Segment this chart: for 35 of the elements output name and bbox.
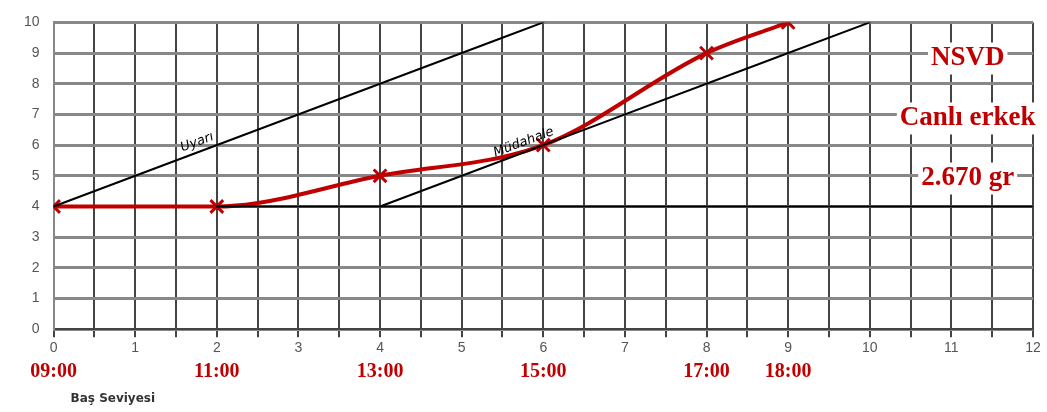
y-tick-label: 10 bbox=[23, 13, 40, 30]
x2-tick-label: 15:00 bbox=[519, 359, 567, 382]
x-tick-label: 10 bbox=[861, 339, 878, 356]
x2-tick-label: 11:00 bbox=[194, 359, 240, 382]
x2-tick-label: 09:00 bbox=[30, 359, 77, 382]
y-tick-label: 2 bbox=[31, 258, 40, 275]
annotation: 2.670 gr bbox=[921, 160, 1015, 191]
y-tick-label: 5 bbox=[31, 166, 40, 183]
y-tick-label: 1 bbox=[31, 289, 40, 306]
x-axis-title: Baş Seviyesi bbox=[70, 391, 156, 406]
y-tick-label: 9 bbox=[31, 43, 40, 60]
x-tick-label: 12 bbox=[1025, 339, 1041, 356]
x-tick-label: 1 bbox=[131, 339, 140, 356]
y-tick-label: 3 bbox=[31, 228, 40, 245]
text: Uyarı bbox=[178, 128, 216, 155]
y-tick-label: 6 bbox=[31, 135, 40, 152]
x-tick-label: 7 bbox=[621, 339, 630, 356]
x2-tick-label: 18:00 bbox=[764, 359, 812, 382]
x2-tick-label: 17:00 bbox=[683, 359, 730, 382]
y-tick-label: 0 bbox=[31, 320, 40, 337]
x-tick-label: 8 bbox=[702, 339, 711, 356]
y-tick-label: 7 bbox=[31, 105, 40, 122]
x-tick-label: 0 bbox=[49, 339, 58, 356]
y-tick-label: 4 bbox=[31, 197, 40, 214]
x-tick-label: 9 bbox=[784, 339, 793, 356]
x-tick-label: 11 bbox=[944, 339, 959, 356]
x-tick-label: 3 bbox=[294, 339, 303, 356]
x2-tick-label: 13:00 bbox=[356, 359, 404, 382]
x-tick-label: 2 bbox=[212, 339, 221, 356]
x-tick-label: 6 bbox=[539, 339, 548, 356]
annotation: NSVD bbox=[930, 40, 1005, 71]
y-tick-label: 8 bbox=[31, 74, 40, 91]
x-tick-label: 5 bbox=[457, 339, 466, 356]
x-tick-label: 4 bbox=[376, 339, 385, 356]
annotation: Canlı erkek bbox=[899, 100, 1036, 131]
